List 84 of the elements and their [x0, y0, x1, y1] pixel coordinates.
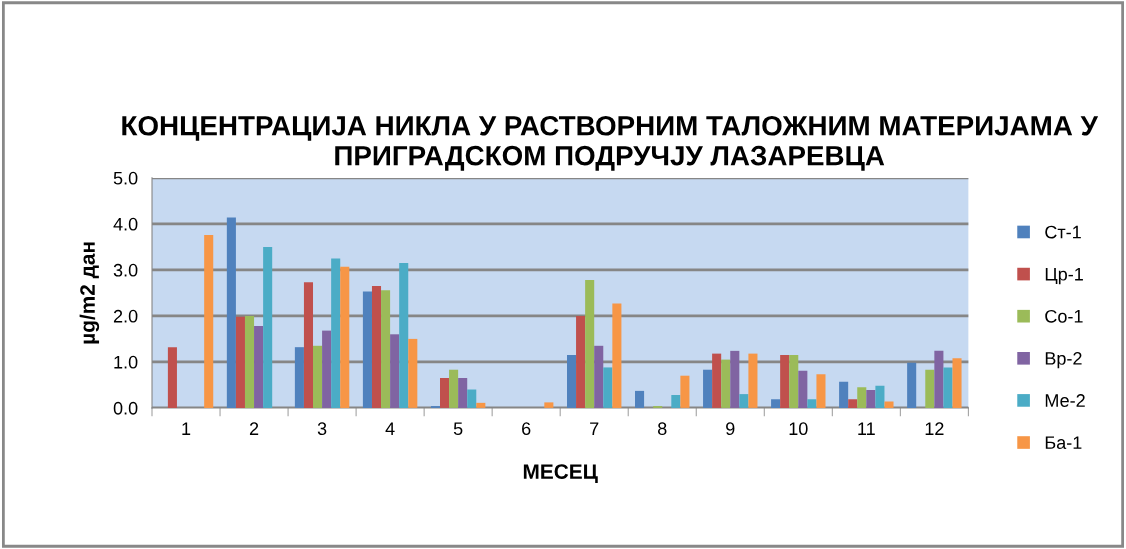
- bar: [449, 369, 459, 408]
- bar: [603, 367, 613, 408]
- bar: [739, 394, 749, 408]
- legend-label: Ба-1: [1045, 436, 1082, 450]
- bar: [244, 315, 255, 408]
- bar: [576, 315, 586, 408]
- bar: [934, 350, 944, 408]
- bar: [566, 355, 577, 408]
- bar: [381, 290, 391, 408]
- bar: [594, 345, 604, 408]
- x-tick-label: 1: [182, 422, 191, 435]
- bar: [635, 390, 645, 408]
- bar: [866, 389, 876, 408]
- y-tick-label: 4.0: [113, 217, 138, 231]
- bar: [680, 375, 690, 408]
- bar: [952, 358, 962, 408]
- bar: [730, 350, 740, 408]
- bar: [408, 338, 418, 408]
- chart-title: КОНЦЕНТРАЦИЈА НИКЛА У РАСТВОРНИМ ТАЛОЖНИМ МАТЕРИЈАМА У ПРИГРАДСКОМ ПОДРУЧЈУ ЛАЗАРЕВЦА: [122, 115, 1099, 171]
- bar: [943, 367, 953, 408]
- legend-label: Со-1: [1045, 309, 1083, 323]
- bar: [476, 402, 486, 408]
- bar: [839, 381, 849, 408]
- bar: [458, 378, 468, 408]
- bar: [204, 234, 214, 408]
- bar: [467, 389, 477, 408]
- bar: [703, 369, 713, 408]
- x-tick-label: 12: [925, 422, 944, 435]
- bar: [771, 399, 781, 408]
- x-tick-label: 6: [522, 422, 531, 436]
- bar: [721, 359, 731, 408]
- bar: [712, 353, 722, 408]
- bar: [875, 385, 885, 408]
- bar: [798, 370, 808, 408]
- bar: [748, 353, 758, 408]
- x-axis-title: МЕСЕЦ: [523, 464, 598, 483]
- x-tick-label: 11: [858, 422, 875, 435]
- bar: [884, 401, 894, 408]
- bar: [780, 355, 790, 408]
- x-tick-label: 5: [453, 422, 463, 436]
- bar: [544, 402, 554, 408]
- y-tick-label: 3.0: [113, 263, 138, 277]
- bar: [440, 378, 450, 408]
- y-tick-label: 0.0: [113, 401, 138, 415]
- bar: [371, 285, 382, 408]
- bar: [671, 395, 681, 408]
- y-tick-label: 2.0: [113, 309, 138, 323]
- legend-label: Цр-1: [1045, 267, 1083, 285]
- bar: [612, 303, 622, 408]
- y-tick-label: 1.0: [114, 355, 138, 369]
- x-tick-label: 10: [789, 422, 808, 436]
- x-tick-label: 7: [590, 422, 599, 435]
- bar: [331, 258, 341, 408]
- bar: [294, 347, 304, 408]
- y-axis-title: µg/m2 дан: [79, 242, 100, 344]
- bar: [340, 266, 350, 408]
- bar: [925, 369, 935, 408]
- bar: [263, 246, 273, 408]
- x-tick-label: 3: [317, 422, 327, 436]
- x-tick-label: 8: [657, 422, 667, 436]
- x-tick-label: 4: [385, 422, 395, 435]
- bar: [226, 217, 236, 408]
- x-tick-label: 9: [726, 422, 735, 436]
- bar: [399, 262, 409, 408]
- legend-label: Ме-2: [1045, 394, 1085, 407]
- bar: [303, 282, 314, 408]
- bar: [848, 399, 858, 408]
- legend-label: Ст-1: [1045, 225, 1081, 239]
- bar: [807, 399, 817, 408]
- bar: [254, 326, 264, 408]
- bar: [857, 387, 867, 408]
- bar: [362, 291, 372, 408]
- bar: [322, 330, 332, 408]
- bar: [167, 347, 177, 408]
- bar: [789, 355, 799, 408]
- x-tick-label: 2: [249, 422, 259, 435]
- bar: [235, 316, 245, 408]
- bar: [907, 362, 917, 408]
- y-tick-label: 5.0: [113, 171, 138, 185]
- bar: [313, 345, 323, 408]
- bar: [585, 280, 595, 408]
- legend-label: Вр-2: [1045, 352, 1082, 369]
- bar: [390, 334, 400, 408]
- bar: [816, 374, 826, 408]
